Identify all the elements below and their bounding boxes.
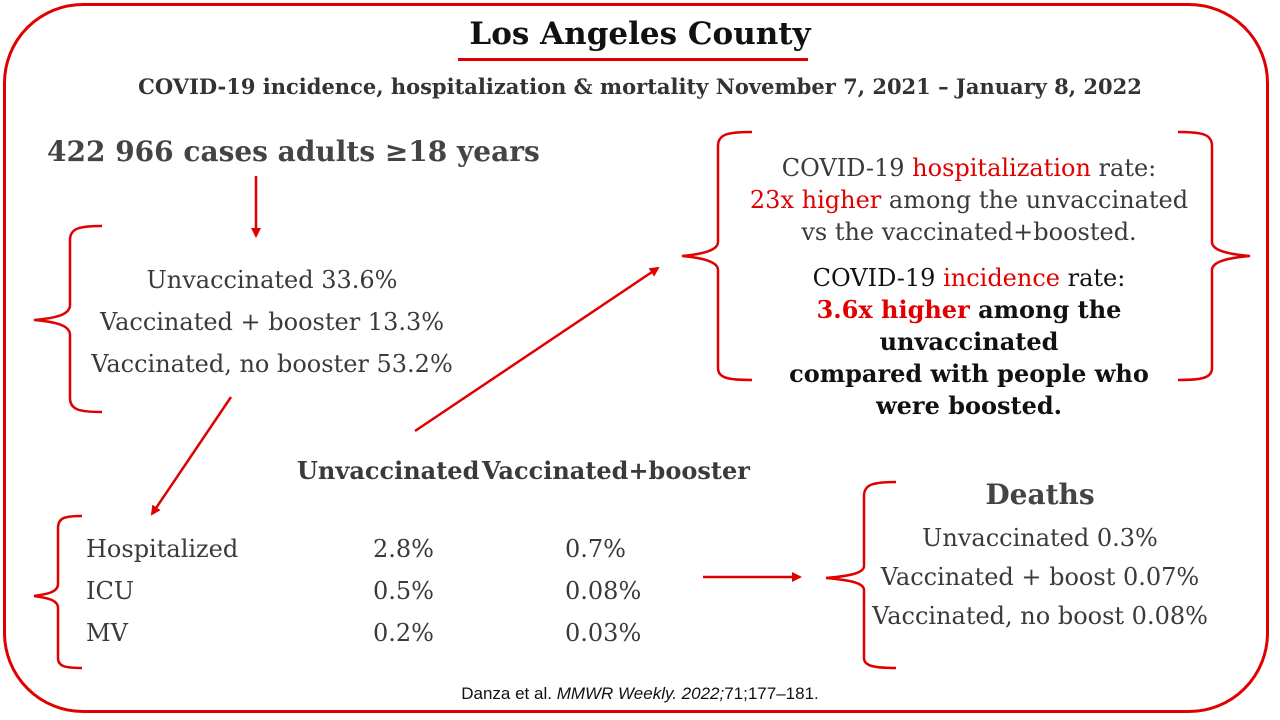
table-cell: 2.8%: [373, 535, 434, 563]
hosp-line2: among the unvaccinated: [881, 186, 1189, 214]
table-header-unvaccinated: Unvaccinated: [297, 456, 480, 485]
citation: Danza et al. MMWR Weekly. 2022;71;177–18…: [0, 684, 1280, 704]
hosp-suffix: rate:: [1090, 154, 1157, 182]
table-cell: 0.2%: [373, 619, 434, 647]
inc-line2: among the unvaccinated: [879, 295, 1122, 356]
citation-journal: MMWR Weekly. 2022;: [556, 684, 725, 703]
slide-frame: [3, 3, 1269, 713]
hosp-line3: vs the vaccinated+boosted.: [801, 218, 1137, 246]
inc-suffix: rate:: [1059, 264, 1126, 292]
inc-line4: were boosted.: [876, 391, 1062, 420]
hosp-keyword: hospitalization: [912, 154, 1091, 182]
vax-status-unvaccinated: Unvaccinated 33.6%: [146, 266, 398, 294]
table-cell: 0.03%: [565, 619, 642, 647]
table-cell: 0.08%: [565, 577, 642, 605]
deaths-item: Vaccinated + boost 0.07%: [880, 563, 1200, 591]
left-brace-rates: [681, 130, 753, 382]
citation-authors: Danza et al.: [461, 684, 557, 703]
inc-prefix: COVID-19: [812, 264, 944, 292]
citation-volume: 71;177–181.: [724, 684, 819, 703]
right-brace-rates: [1177, 130, 1251, 382]
page-subtitle: COVID-19 incidence, hospitalization & mo…: [138, 74, 1142, 99]
table-row-label: Hospitalized: [86, 535, 239, 563]
table-header-boosted: Vaccinated+booster: [482, 456, 750, 485]
incidence-rate-box: COVID-19 incidence rate: 3.6x higher amo…: [736, 262, 1202, 422]
hospitalization-rate-box: COVID-19 hospitalization rate: 23x highe…: [736, 152, 1202, 248]
vax-status-no-booster: Vaccinated, no booster 53.2%: [91, 350, 453, 378]
arrow-to-table: [150, 396, 233, 516]
hosp-highlight: 23x higher: [749, 186, 882, 214]
deaths-item: Vaccinated, no boost 0.08%: [872, 602, 1208, 630]
left-brace-deaths: [825, 480, 897, 670]
title-underline: [458, 58, 808, 61]
table-row-label: ICU: [86, 577, 135, 605]
table-row-label: MV: [86, 619, 128, 647]
table-cell: 0.5%: [373, 577, 434, 605]
inc-keyword: incidence: [943, 264, 1060, 292]
inc-highlight: 3.6x higher: [816, 295, 970, 324]
hosp-prefix: COVID-19: [781, 154, 913, 182]
table-cell: 0.7%: [565, 535, 626, 563]
arrow-to-rates: [414, 266, 660, 433]
deaths-item: Unvaccinated 0.3%: [922, 524, 1158, 552]
cases-count: 422 966 cases adults ≥18 years: [47, 135, 540, 168]
left-brace-table: [33, 514, 83, 670]
left-brace-vax: [33, 224, 103, 414]
page-title: Los Angeles County: [469, 16, 811, 52]
deaths-title: Deaths: [985, 478, 1095, 511]
vax-status-boosted: Vaccinated + booster 13.3%: [99, 308, 445, 336]
inc-line3: compared with people who: [789, 359, 1149, 388]
